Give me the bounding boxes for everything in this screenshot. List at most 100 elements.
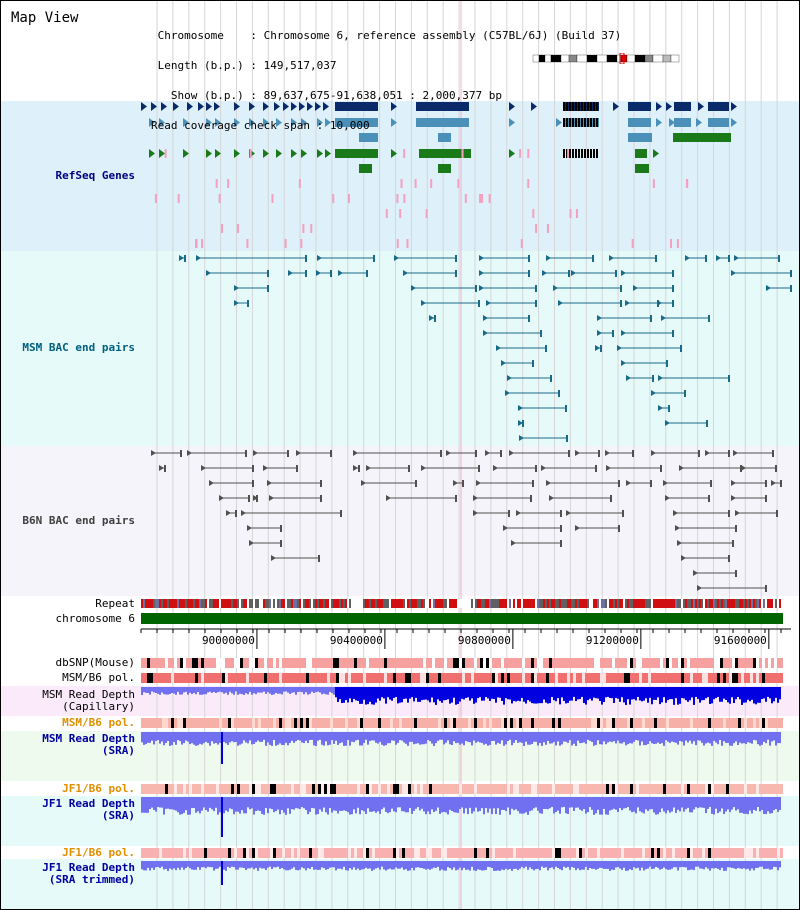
repeat-mark	[223, 599, 225, 608]
depth-bar	[343, 687, 345, 703]
b6n-bac-label[interactable]: B6N BAC end pairs	[22, 514, 135, 527]
repeat-mark	[241, 599, 243, 608]
depth-bar	[165, 861, 167, 869]
pol-mark	[651, 718, 654, 728]
depth-bar	[581, 861, 583, 870]
gene-arrow	[187, 102, 193, 111]
depth-bar	[619, 797, 621, 809]
pol-mark	[672, 718, 675, 728]
depth-bar	[225, 732, 227, 744]
depth-bar	[529, 797, 531, 812]
pol-mark	[561, 784, 564, 794]
depth-bar	[277, 861, 279, 867]
depth-bar	[585, 732, 587, 744]
pol-mark	[639, 658, 642, 668]
bac-end	[485, 450, 490, 456]
pol-mark	[771, 784, 774, 794]
repeat-mark	[407, 599, 409, 608]
pol-mark	[351, 848, 354, 858]
pol-mark	[396, 848, 399, 858]
depth-bar	[479, 797, 481, 811]
pol-mark	[687, 673, 690, 683]
depth-bar	[755, 797, 757, 811]
depth-bar	[153, 797, 155, 810]
depth-bar	[719, 797, 721, 812]
repeat-mark	[631, 599, 633, 608]
pol-mark	[228, 718, 231, 728]
depth-bar	[353, 687, 355, 699]
pink-marker	[464, 194, 467, 203]
pol-mark	[504, 784, 507, 794]
pol-mark	[153, 658, 156, 668]
refseq-label[interactable]: RefSeq Genes	[55, 169, 135, 182]
bac-end	[455, 270, 457, 277]
depth-bar	[559, 797, 561, 814]
depth-bar	[729, 797, 731, 813]
gene-arrow	[696, 118, 702, 127]
pol-mark	[405, 673, 408, 683]
depth-bar	[409, 797, 411, 809]
depth-bar	[449, 732, 451, 745]
depth-bar	[479, 732, 481, 743]
pol-mark	[408, 848, 411, 858]
depth-bar	[515, 687, 517, 702]
pink-marker	[527, 179, 530, 188]
depth-bar	[737, 861, 739, 868]
repeat-mark	[521, 599, 523, 608]
depth-bar	[501, 797, 503, 810]
repeat-mark	[259, 599, 261, 608]
pol-mark	[726, 673, 729, 683]
depth-bar	[481, 732, 483, 744]
pol-mark	[399, 673, 402, 683]
chromosome-ideogram[interactable]	[531, 53, 681, 64]
msm-bac-label[interactable]: MSM BAC end pairs	[22, 341, 135, 354]
pink-marker	[215, 179, 218, 188]
pink-marker	[396, 194, 399, 203]
depth-bar	[303, 861, 305, 869]
depth-bar	[657, 797, 659, 815]
repeat-mark	[723, 599, 725, 608]
pol-mark	[642, 673, 645, 683]
pol-mark	[264, 718, 267, 728]
pol-mark	[246, 673, 249, 683]
pol-mark	[585, 718, 588, 728]
pol-mark	[606, 784, 609, 794]
repeat-mark	[637, 599, 639, 608]
repeat-mark	[421, 599, 423, 608]
depth-bar	[733, 687, 735, 704]
depth-bar	[371, 861, 373, 871]
depth-bar	[197, 687, 199, 692]
depth-bar	[611, 861, 613, 870]
repeat-mark	[683, 599, 685, 608]
pol-mark	[705, 673, 708, 683]
depth-bar	[533, 732, 535, 742]
depth-bar	[175, 861, 177, 871]
pol-mark	[513, 658, 516, 668]
pol-mark	[597, 673, 600, 683]
depth-bar	[331, 861, 333, 868]
pol-mark	[501, 718, 504, 728]
depth-bar	[437, 861, 439, 867]
bac-end	[693, 570, 698, 576]
pol-mark	[534, 658, 537, 668]
depth-bar	[419, 687, 421, 702]
pol-mark	[435, 718, 438, 728]
ideogram-band	[532, 54, 540, 63]
pol-mark	[720, 848, 723, 858]
depth-bar	[499, 687, 501, 698]
depth-bar	[577, 861, 579, 869]
pol-mark	[729, 673, 732, 683]
pink-marker	[246, 239, 249, 248]
depth-bar	[741, 797, 743, 813]
depth-bar	[723, 861, 725, 871]
repeat-mark	[761, 599, 763, 608]
depth-bar	[527, 732, 529, 745]
repeat-mark	[389, 599, 391, 608]
depth-bar	[397, 687, 399, 704]
pol-mark	[573, 784, 576, 794]
pol-mark	[753, 848, 756, 858]
pol-mark	[744, 718, 747, 728]
repeat-mark	[351, 599, 352, 608]
pol-mark	[771, 848, 774, 858]
bac-end	[728, 450, 730, 457]
